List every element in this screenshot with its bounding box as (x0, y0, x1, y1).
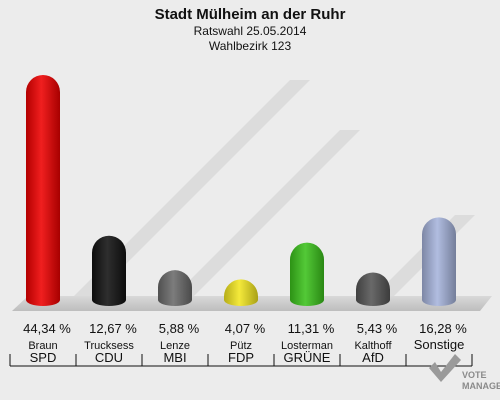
chart-subtitle-election: Ratswahl 25.05.2014 (194, 24, 307, 38)
bar-afd (356, 272, 390, 306)
party-label-afd: AfD (362, 350, 384, 365)
party-label-spd: SPD (30, 350, 57, 365)
value-label-cdu: 12,67 % (89, 321, 137, 336)
value-label-sonstige: 16,28 % (419, 321, 467, 336)
bar-spd (26, 75, 60, 306)
chart-title: Stadt Mülheim an der Ruhr (155, 6, 346, 23)
value-label-afd: 5,43 % (357, 321, 398, 336)
candidate-label-mbi: Lenze (160, 340, 190, 352)
party-label-sonstige: Sonstige (414, 337, 465, 352)
bars-group (26, 75, 456, 306)
value-label-fdp: 4,07 % (225, 321, 266, 336)
vote-manager-logo: VOTE MANAGER (429, 354, 500, 391)
bar-mbi (158, 270, 192, 306)
value-label-spd: 44,34 % (23, 321, 71, 336)
candidate-label-spd: Braun (28, 340, 57, 352)
bar-grüne (290, 242, 324, 306)
value-label-grüne: 11,31 % (288, 321, 335, 336)
candidate-label-fdp: Pütz (230, 340, 252, 352)
watermark-line-2: MANAGER (462, 381, 500, 391)
bar-cdu (92, 235, 126, 306)
chart-subtitle-district: Wahlbezirk 123 (209, 39, 292, 53)
check-mark-icon (429, 354, 461, 382)
bar-fdp (224, 279, 258, 306)
party-label-cdu: CDU (95, 350, 123, 365)
candidate-label-afd: Kalthoff (354, 340, 392, 352)
party-label-fdp: FDP (228, 350, 254, 365)
value-labels-group: 44,34 % 12,67 % 5,88 % 4,07 % 11,31 % 5,43 % 1… (23, 321, 467, 336)
party-label-mbi: MBI (163, 350, 186, 365)
value-label-mbi: 5,88 % (159, 321, 200, 336)
bar-sonstige (422, 217, 456, 306)
candidate-label-cdu: Trucksess (84, 340, 134, 352)
candidate-label-grüne: Losterman (281, 340, 333, 352)
watermark-line-1: VOTE (462, 370, 487, 380)
party-label-grüne: GRÜNE (284, 350, 331, 365)
axis-lines-group (9, 354, 473, 367)
